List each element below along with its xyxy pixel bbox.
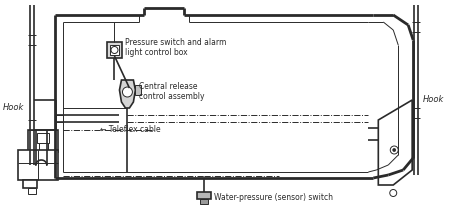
Bar	[23, 180, 37, 188]
Text: ← Teleflex cable: ← Teleflex cable	[99, 125, 160, 135]
Bar	[56, 115, 63, 122]
Circle shape	[122, 87, 132, 97]
Text: Hook: Hook	[3, 104, 24, 112]
Circle shape	[393, 148, 396, 151]
Bar	[107, 42, 122, 58]
Text: Hook: Hook	[423, 95, 445, 105]
Bar	[109, 45, 119, 55]
Circle shape	[390, 146, 398, 154]
Circle shape	[390, 189, 397, 197]
Bar	[37, 133, 49, 143]
Bar	[28, 130, 58, 152]
Polygon shape	[119, 80, 135, 108]
Text: Water-pressure (sensor) switch: Water-pressure (sensor) switch	[214, 192, 333, 202]
Polygon shape	[378, 100, 412, 185]
Bar	[197, 192, 211, 199]
Text: Pressure switch and alarm
light control box: Pressure switch and alarm light control …	[126, 38, 227, 58]
Bar	[135, 85, 141, 95]
Bar	[28, 188, 36, 194]
Bar	[200, 199, 208, 204]
Bar	[18, 150, 58, 180]
Text: Central release
control assembly: Central release control assembly	[140, 82, 205, 101]
Bar	[39, 143, 48, 150]
Circle shape	[111, 46, 118, 54]
